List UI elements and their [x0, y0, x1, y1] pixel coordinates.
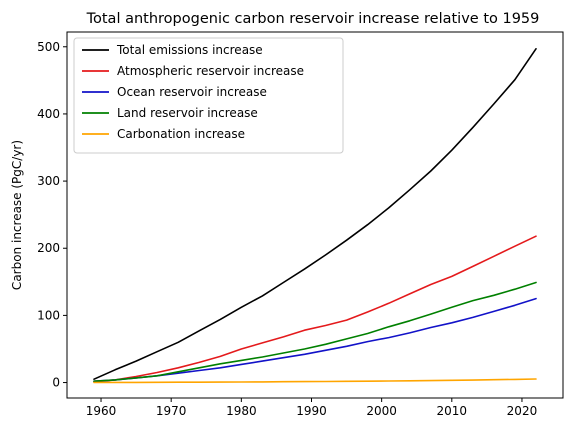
y-axis: 0 100 200 300 400 500	[37, 40, 67, 390]
y-tick-label: 500	[37, 40, 60, 54]
x-tick-label: 1970	[156, 404, 187, 418]
chart-title: Total anthropogenic carbon reservoir inc…	[86, 11, 540, 27]
x-tick-label: 2010	[437, 404, 468, 418]
legend-label-4: Land reservoir increase	[117, 106, 258, 120]
y-tick-label: 0	[52, 376, 60, 390]
x-tick-label: 2000	[366, 404, 397, 418]
legend-label-2: Atmospheric reservoir increase	[117, 64, 304, 78]
x-tick-label: 1980	[226, 404, 257, 418]
x-tick-label: 1960	[86, 404, 117, 418]
series-line-1	[93, 47, 537, 381]
series-layer	[93, 47, 537, 384]
axes-frame	[66, 31, 564, 399]
y-axis-label: Carbon increase (PgC/yr)	[10, 140, 24, 290]
y-tick-label: 200	[37, 241, 60, 255]
y-tick-label: 100	[37, 308, 60, 322]
x-tick-label: 2020	[507, 404, 538, 418]
series-line-4	[93, 281, 537, 383]
y-tick-label: 300	[37, 174, 60, 188]
legend-box	[73, 37, 344, 154]
y-tick-label: 400	[37, 107, 60, 121]
legend-label-1: Total emissions increase	[116, 43, 263, 57]
legend: Total emissions increase Atmospheric rese…	[73, 37, 344, 154]
series-line-2	[93, 235, 537, 383]
x-tick-label: 1990	[296, 404, 327, 418]
series-line-5	[93, 378, 537, 384]
legend-label-3: Ocean reservoir increase	[117, 85, 267, 99]
legend-label-5: Carbonation increase	[117, 127, 245, 141]
x-axis: 1960 1970 1980 1990 2000 2010 2020	[86, 398, 537, 418]
